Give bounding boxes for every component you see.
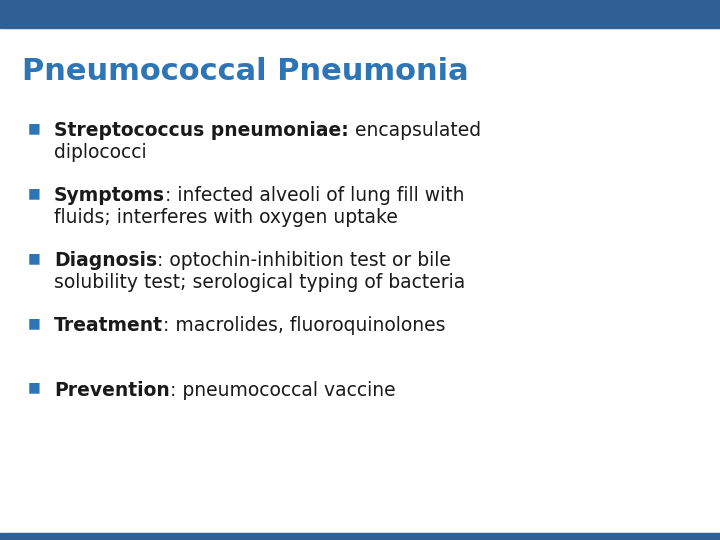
Text: ■: ■: [27, 122, 40, 136]
Text: Pneumococcal Pneumonia: Pneumococcal Pneumonia: [22, 57, 468, 86]
Text: : macrolides, fluoroquinolones: : macrolides, fluoroquinolones: [163, 316, 446, 335]
Text: fluids; interferes with oxygen uptake: fluids; interferes with oxygen uptake: [54, 208, 398, 227]
Text: Treatment: Treatment: [54, 316, 163, 335]
Text: diplococci: diplococci: [54, 143, 147, 163]
Text: Prevention: Prevention: [54, 381, 170, 400]
Text: : pneumococcal vaccine: : pneumococcal vaccine: [170, 381, 395, 400]
Text: ■: ■: [27, 251, 40, 265]
Text: ■: ■: [27, 186, 40, 200]
Text: encapsulated: encapsulated: [348, 122, 481, 140]
Text: solubility test; serological typing of bacteria: solubility test; serological typing of b…: [54, 273, 465, 292]
Text: ■: ■: [27, 316, 40, 330]
Text: : optochin-inhibition test or bile: : optochin-inhibition test or bile: [157, 251, 451, 270]
Text: Diagnosis: Diagnosis: [54, 251, 157, 270]
Text: : infected alveoli of lung fill with: : infected alveoli of lung fill with: [165, 186, 464, 205]
Text: Streptococcus pneumoniae:: Streptococcus pneumoniae:: [54, 122, 348, 140]
Text: ■: ■: [27, 381, 40, 395]
Text: Symptoms: Symptoms: [54, 186, 165, 205]
